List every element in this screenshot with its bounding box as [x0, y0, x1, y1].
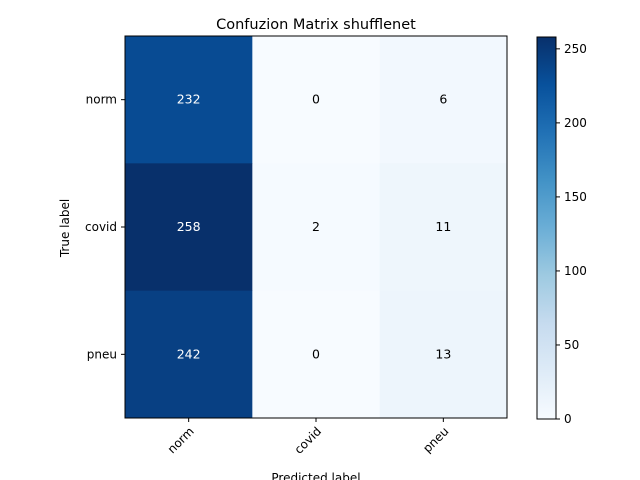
cell-value-label: 6: [439, 92, 447, 107]
heatmap-cell: [379, 290, 508, 419]
y-axis-ticks: norm covid pneu: [85, 93, 125, 361]
cell-value-label: 242: [177, 346, 201, 361]
cell-value-label: 0: [312, 346, 320, 361]
colorbar: [536, 36, 557, 420]
colorbar-ticks: 0 50 100 150 200 250: [556, 42, 587, 426]
colorbar-tick-label: 200: [564, 116, 587, 130]
x-axis-label: Predicted label: [271, 471, 360, 480]
heatmap-cell: [379, 163, 508, 292]
heatmap-cell: [125, 36, 253, 164]
colorbar-tick-label: 0: [564, 412, 572, 426]
heatmap-cell-labels: 232 0 6 258 2 11 242 0 13: [177, 92, 452, 362]
heatmap-cell: [252, 36, 381, 164]
colorbar-tick-label: 150: [564, 190, 587, 204]
heatmap-cell: [252, 163, 381, 292]
cell-value-label: 258: [177, 219, 201, 234]
y-tick-label: covid: [85, 220, 117, 234]
cell-value-label: 0: [312, 92, 320, 107]
cell-value-label: 13: [435, 346, 451, 361]
heatmap-cell: [125, 290, 253, 419]
y-tick-label: norm: [86, 93, 117, 107]
cell-value-label: 2: [312, 219, 320, 234]
cell-value-label: 232: [177, 92, 201, 107]
heatmap-cell: [125, 163, 253, 292]
x-tick-label: norm: [165, 424, 197, 456]
y-tick-label: pneu: [87, 347, 117, 361]
colorbar-tick-label: 100: [564, 264, 587, 278]
x-tick-label: pneu: [420, 424, 451, 455]
x-axis-ticks: norm covid pneu: [165, 418, 451, 457]
chart-title: Confuzion Matrix shufflenet: [216, 17, 416, 33]
x-tick-label: covid: [292, 424, 325, 457]
heatmap-cell: [252, 290, 381, 419]
y-axis-label: True label: [58, 199, 72, 258]
heatmap-cell: [379, 36, 508, 164]
heatmap-cells: [125, 36, 508, 419]
colorbar-tick-label: 50: [564, 338, 579, 352]
colorbar-tick-label: 250: [564, 42, 587, 56]
cell-value-label: 11: [435, 219, 451, 234]
